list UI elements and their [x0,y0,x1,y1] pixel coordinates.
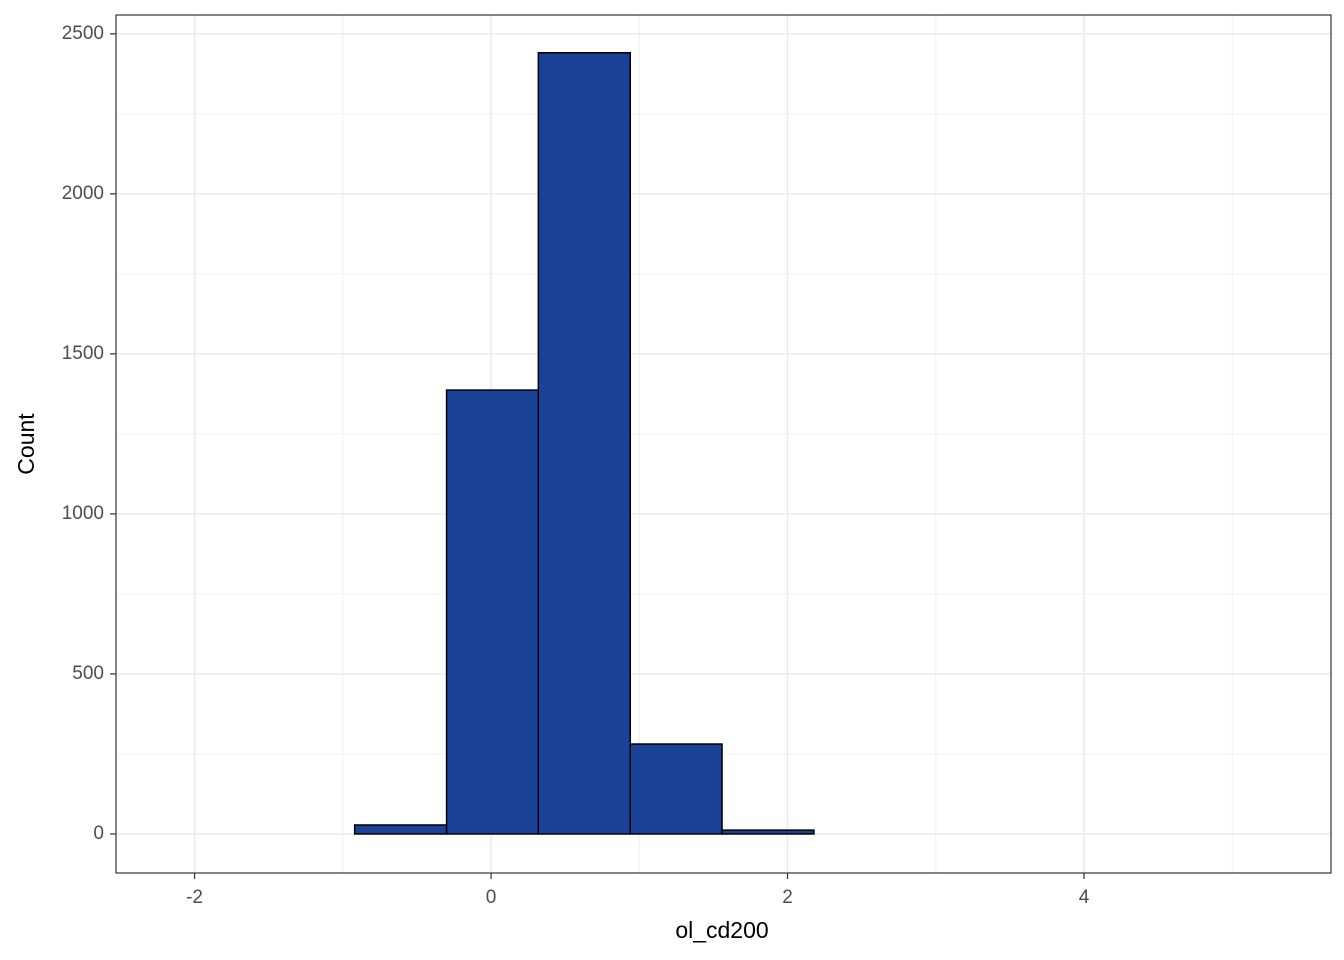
x-tick-label: 4 [1079,887,1090,908]
y-tick-label: 500 [72,663,104,684]
bar [721,829,815,835]
y-axis-title: Count [13,413,39,475]
x-tick-label: -2 [186,887,203,908]
bar [537,52,632,835]
y-tick-label: 2500 [62,23,104,44]
bar [629,743,723,835]
bar [353,824,448,835]
bar [445,389,540,835]
y-tick-label: 1000 [62,503,104,524]
panel-border [115,14,1332,874]
x-axis-title: ol_cd200 [675,917,768,943]
y-tick-label: 2000 [62,183,104,204]
x-tick-label: 2 [782,887,793,908]
y-tick-label: 1500 [62,343,104,364]
x-tick-label: 0 [486,887,497,908]
y-tick-label: 0 [93,823,104,844]
